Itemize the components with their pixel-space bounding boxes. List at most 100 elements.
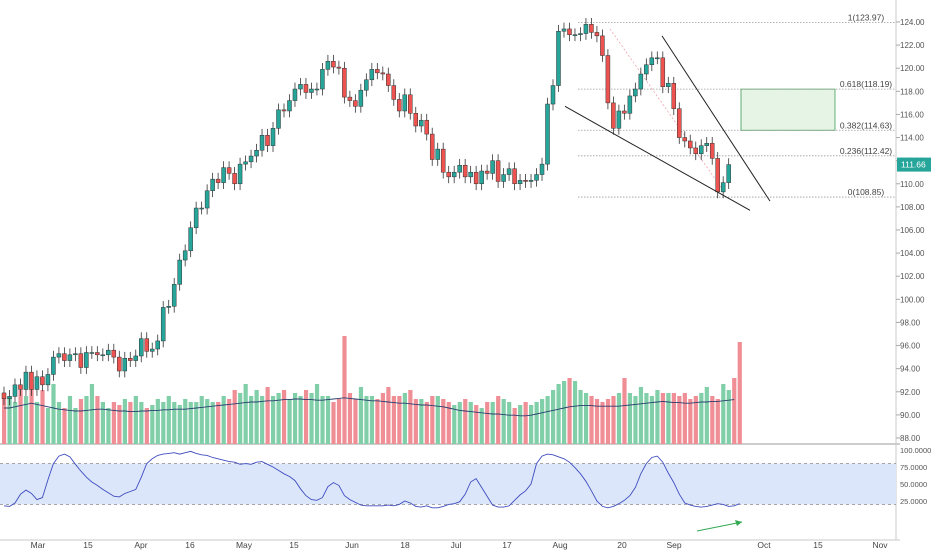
volume-bar — [56, 402, 62, 444]
price-tick-label: 106.00 — [900, 226, 925, 235]
last-price-label: 111.66 — [901, 160, 926, 170]
candle-body — [622, 110, 627, 114]
volume-bar — [177, 405, 182, 444]
volume-bar — [210, 402, 215, 444]
candle-body — [177, 259, 182, 285]
time-axis-label: 20 — [617, 540, 627, 550]
volume-bar — [655, 390, 660, 444]
volume-bar — [205, 399, 210, 444]
volume-bar — [556, 384, 561, 444]
volume-bar — [463, 399, 468, 444]
candle-body — [226, 167, 232, 174]
candle-body — [51, 356, 56, 375]
volume-ma-line — [4, 397, 735, 417]
volume-bar — [540, 399, 545, 444]
volume-bar — [309, 393, 314, 444]
candle-body — [440, 148, 446, 173]
candle-body — [545, 103, 550, 165]
last-price-badge — [897, 157, 931, 172]
volume-bar — [457, 402, 462, 444]
volume-bar — [721, 384, 726, 444]
candle-body — [364, 79, 369, 91]
volume-bar — [375, 399, 380, 444]
candle-body — [451, 171, 457, 178]
candle-body — [671, 82, 677, 109]
volume-bar — [320, 396, 325, 444]
price-tick-label: 124.00 — [900, 18, 925, 27]
candle-body — [166, 306, 171, 308]
volume-bar — [386, 387, 391, 444]
candle-body — [100, 354, 106, 357]
volume-bar — [133, 396, 138, 444]
volume-bar — [693, 396, 698, 444]
volume-bar — [155, 399, 160, 444]
price-tick-label: 114.00 — [900, 134, 924, 143]
volume-bar — [534, 402, 539, 444]
volume-bar — [106, 408, 111, 444]
volume-bar — [507, 402, 512, 444]
volume-bar — [342, 336, 347, 444]
volume-bar — [485, 402, 490, 444]
candle-body — [320, 69, 325, 90]
volume-bar — [364, 396, 369, 444]
candle-body — [144, 338, 149, 352]
volume-bar — [572, 381, 578, 444]
volume-bar — [430, 396, 435, 444]
time-axis-label: Oct — [757, 540, 771, 550]
volume-bar — [139, 402, 144, 444]
candle-body — [221, 167, 226, 183]
candle-body — [495, 160, 501, 182]
volume-bar — [23, 396, 29, 444]
volume-bar — [166, 396, 171, 444]
candle-body — [353, 100, 358, 107]
volume-bar — [353, 399, 358, 444]
candle-body — [682, 137, 688, 142]
candle-body — [106, 349, 111, 356]
candle-body — [517, 180, 523, 185]
volume-bar — [29, 384, 34, 444]
candle-body — [578, 33, 583, 35]
candle-body — [347, 96, 353, 101]
candle-body — [666, 82, 671, 87]
volume-bar — [194, 402, 199, 444]
candle-body — [67, 354, 73, 361]
volume-bar — [419, 399, 424, 444]
candle-body — [539, 163, 545, 175]
candle-body — [402, 94, 408, 112]
candle-body — [644, 64, 649, 75]
candle-body — [117, 356, 122, 372]
volume-bar — [512, 408, 517, 444]
candle-body — [29, 371, 34, 390]
candle-body — [397, 99, 402, 112]
candle-body — [84, 352, 89, 368]
volume-bar — [638, 387, 644, 444]
candle-body — [248, 155, 254, 163]
price-tick-label: 116.00 — [900, 110, 924, 119]
candle-body — [638, 73, 644, 90]
candle-body — [298, 84, 303, 90]
candle-body — [605, 55, 611, 104]
volume-bar — [391, 396, 396, 444]
volume-bar — [150, 405, 155, 444]
candle-body — [182, 250, 188, 261]
candle-body — [534, 174, 539, 181]
candle-body — [336, 66, 342, 69]
time-axis-label: 17 — [502, 540, 512, 550]
time-axis-label: 16 — [185, 540, 195, 550]
candle-body — [331, 61, 336, 68]
fib-level-label: 0.236(112.42) — [840, 146, 892, 156]
time-axis-label: May — [236, 540, 253, 550]
volume-bar — [468, 402, 473, 444]
volume-bar — [298, 396, 303, 444]
volume-bar — [452, 405, 457, 444]
candle-body — [270, 128, 276, 146]
candle-body — [188, 227, 193, 252]
volume-bar — [227, 399, 232, 444]
candle-body — [386, 73, 391, 86]
volume-bar — [688, 399, 693, 444]
candle-body — [627, 95, 633, 114]
volume-bar — [271, 396, 276, 444]
candle-body — [572, 34, 578, 36]
volume-bar — [424, 402, 429, 444]
